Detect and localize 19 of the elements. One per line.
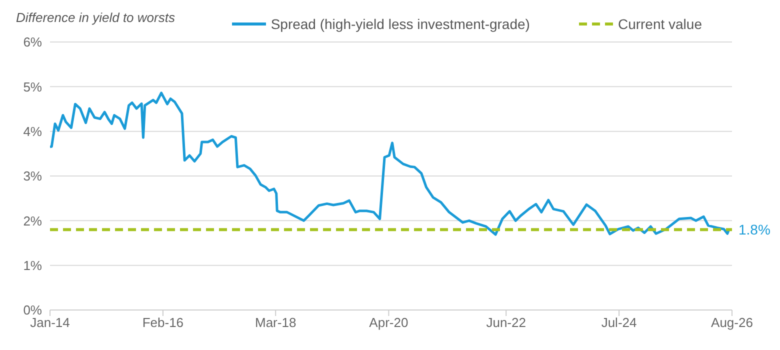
x-tick-label: Aug-26 — [711, 315, 753, 330]
y-tick-label: 1% — [23, 258, 42, 273]
y-tick-label: 2% — [23, 213, 42, 228]
x-tick-label: Apr-20 — [369, 315, 408, 330]
line-series — [50, 92, 730, 236]
x-tick-label: Jul-24 — [601, 315, 637, 330]
x-tick-label: Jun-22 — [486, 315, 526, 330]
y-tick-label: 6% — [23, 34, 42, 50]
annotation: 1.8% — [738, 222, 770, 238]
legend-label: Spread (high-yield less investment-grade) — [270, 16, 530, 32]
x-tick-label: Jan-14 — [30, 315, 70, 330]
x-tick-label: Mar-18 — [255, 315, 296, 330]
legend-label: Current value — [616, 16, 702, 32]
y-axis-title: Difference in yield to worsts — [16, 10, 175, 25]
y-tick-label: 3% — [23, 168, 42, 184]
x-tick-label: Feb-16 — [142, 315, 184, 330]
y-tick-label: 0% — [23, 302, 42, 318]
y-tick-label: 4% — [23, 124, 42, 139]
y-tick-label: 5% — [23, 79, 42, 94]
